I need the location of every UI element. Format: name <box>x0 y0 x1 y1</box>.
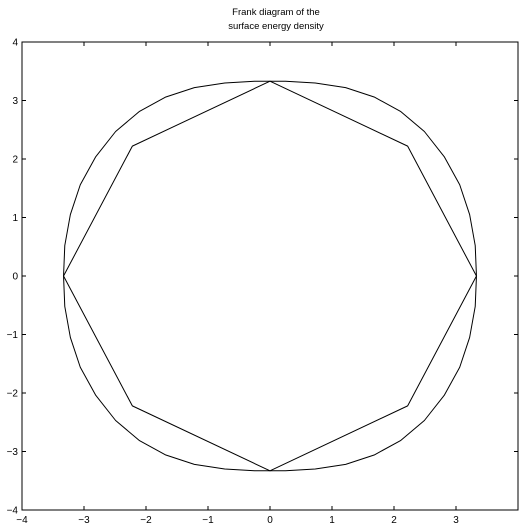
x-tick-label: 0 <box>267 515 273 526</box>
frank-polygon <box>63 80 477 472</box>
x-tick-label: −2 <box>140 515 152 526</box>
y-tick-label: −3 <box>7 447 19 458</box>
y-tick-label: −1 <box>7 330 19 341</box>
y-tick-label: 4 <box>12 38 18 49</box>
x-tick-label: 1 <box>329 515 335 526</box>
x-tick-label: −3 <box>78 515 90 526</box>
y-tick-label: 2 <box>12 155 18 166</box>
plot-marks <box>63 80 477 472</box>
y-tick-label: −4 <box>7 506 19 517</box>
x-tick-label: 3 <box>453 515 459 526</box>
x-tick-label: −1 <box>202 515 214 526</box>
chart-title: Frank diagram of the <box>232 7 320 18</box>
y-tick-label: 0 <box>12 272 18 283</box>
chart-subtitle: surface energy density <box>228 21 324 32</box>
y-tick-label: 3 <box>12 96 18 107</box>
x-tick-label: −4 <box>16 515 28 526</box>
y-tick-label: −2 <box>7 389 19 400</box>
axis-ticks: −4 −3 −2 −1 0 1 2 3 −4 −3 −2 −1 0 1 2 3 4 <box>7 38 518 526</box>
x-tick-label: 2 <box>391 515 397 526</box>
y-tick-label: 1 <box>12 213 18 224</box>
